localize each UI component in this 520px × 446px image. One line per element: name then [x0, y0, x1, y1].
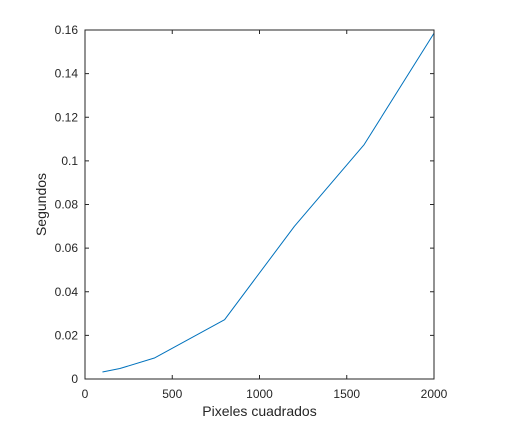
y-tick-label: 0.02: [55, 328, 79, 342]
y-tick-label: 0.14: [55, 67, 79, 81]
y-tick-label: 0.1: [61, 154, 78, 168]
series-line-0: [102, 33, 435, 373]
y-tick-label: 0.16: [55, 23, 79, 37]
x-axis-label: Pixeles cuadrados: [202, 403, 316, 419]
x-tick-label: 2000: [421, 387, 448, 401]
x-tick-label: 500: [162, 387, 182, 401]
y-tick-label: 0.08: [55, 198, 79, 212]
y-axis-ticks: 0 0.02 0.04 0.06 0.08 0.1 0.12 0.14 0.16: [55, 23, 434, 386]
x-tick-label: 1000: [246, 387, 273, 401]
y-tick-label: 0.12: [55, 110, 79, 124]
plot-area: [85, 30, 434, 379]
x-tick-label: 1500: [333, 387, 360, 401]
y-axis-label: Segundos: [33, 173, 49, 236]
y-tick-label: 0.04: [55, 285, 79, 299]
y-tick-label: 0.06: [55, 241, 79, 255]
y-tick-label: 0: [71, 372, 78, 386]
x-axis-ticks: 0 500 1000 1500 2000: [82, 30, 448, 401]
series-layer: [102, 33, 435, 373]
x-tick-label: 0: [82, 387, 89, 401]
